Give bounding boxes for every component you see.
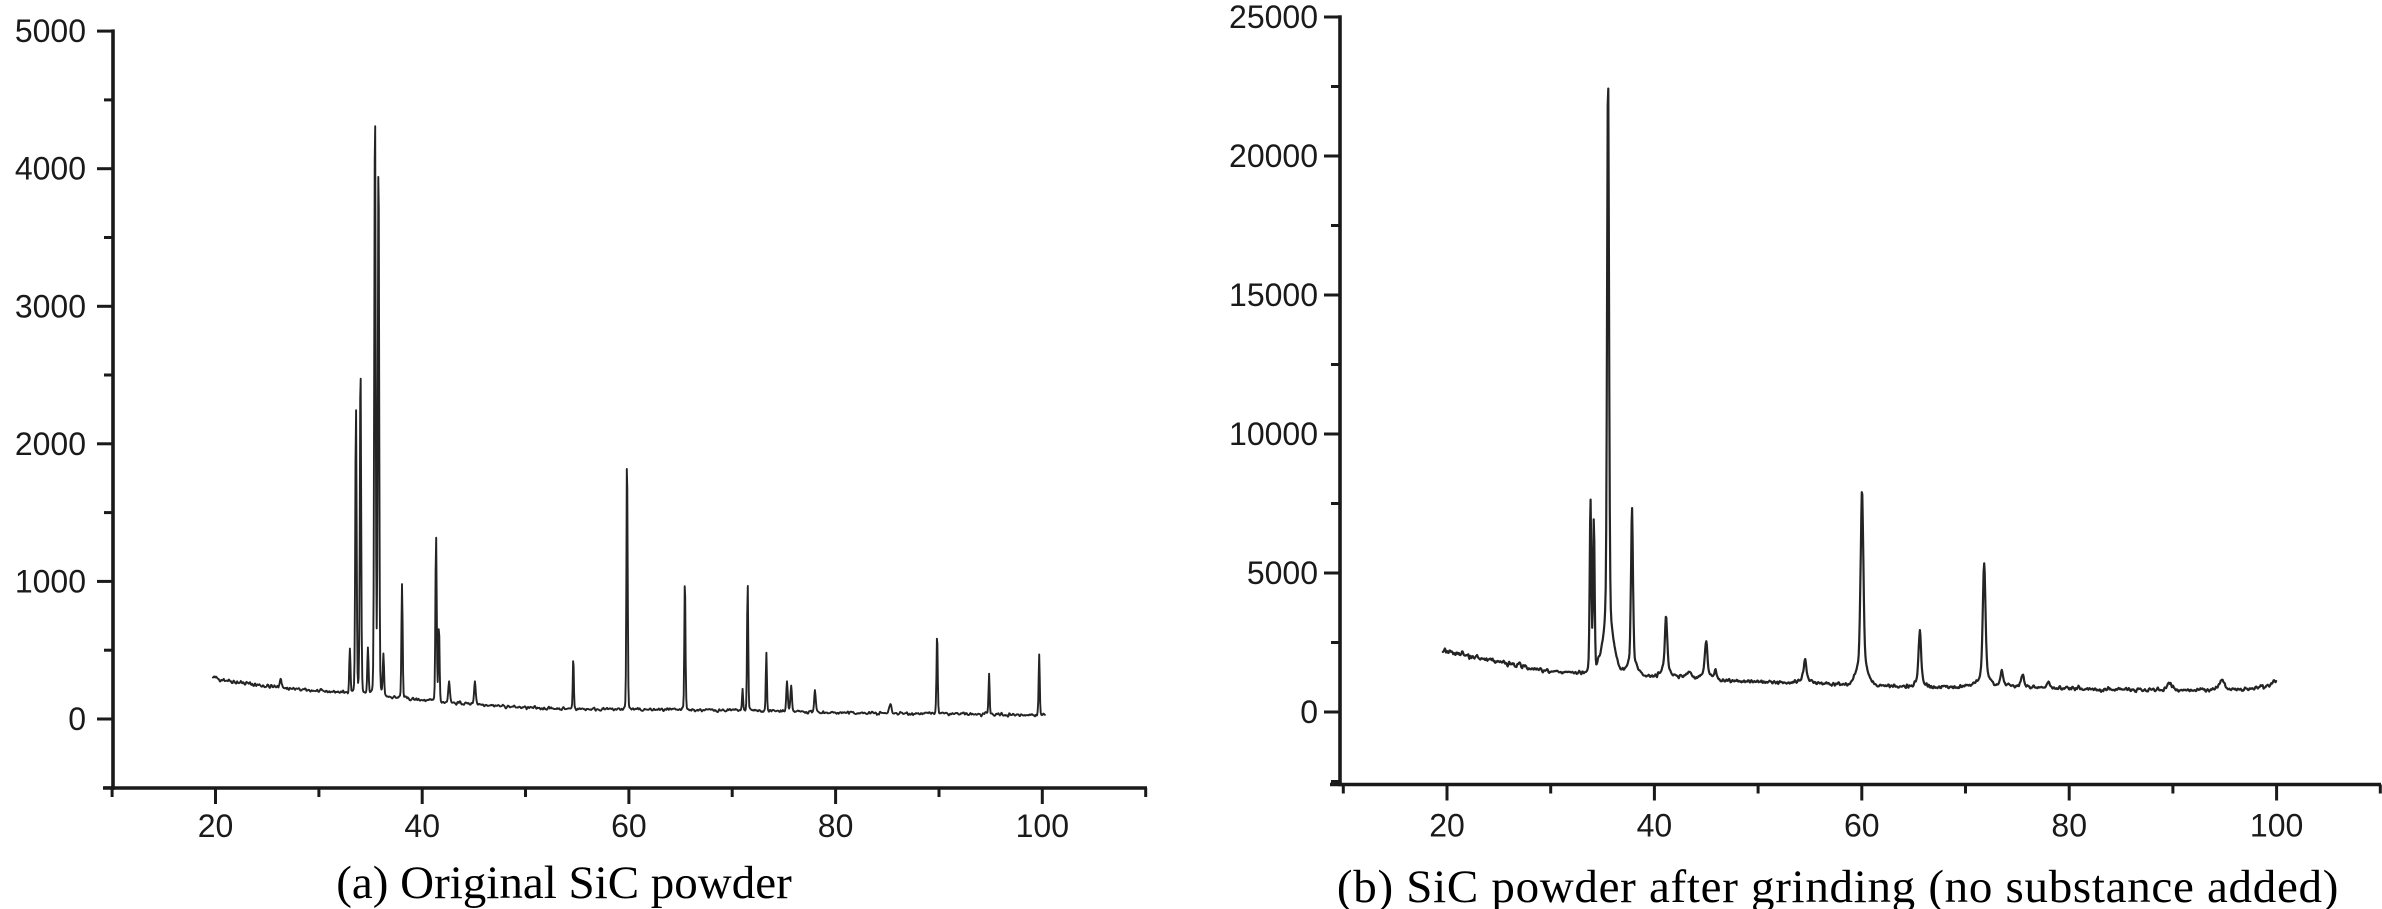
svg-text:40: 40 xyxy=(404,808,440,844)
svg-text:80: 80 xyxy=(818,808,854,844)
svg-text:100: 100 xyxy=(1016,808,1069,844)
svg-text:(b) SiC powder after grinding: (b) SiC powder after grinding (no substa… xyxy=(1337,861,2339,909)
svg-text:4000: 4000 xyxy=(15,151,86,187)
svg-text:0: 0 xyxy=(68,701,86,737)
svg-text:60: 60 xyxy=(611,808,647,844)
svg-text:2000: 2000 xyxy=(15,426,86,462)
svg-text:10000: 10000 xyxy=(1229,416,1318,452)
svg-text:25000: 25000 xyxy=(1229,0,1318,35)
svg-text:3000: 3000 xyxy=(15,288,86,324)
svg-text:20000: 20000 xyxy=(1229,138,1318,174)
svg-text:0: 0 xyxy=(1300,694,1318,730)
svg-text:5000: 5000 xyxy=(1247,555,1318,591)
svg-text:60: 60 xyxy=(1844,808,1880,844)
svg-text:15000: 15000 xyxy=(1229,277,1318,313)
svg-text:(a) Original SiC powder: (a) Original SiC powder xyxy=(336,857,792,909)
svg-text:20: 20 xyxy=(198,808,234,844)
svg-text:100: 100 xyxy=(2250,808,2303,844)
svg-text:1000: 1000 xyxy=(15,563,86,599)
svg-text:80: 80 xyxy=(2051,808,2087,844)
svg-text:5000: 5000 xyxy=(15,13,86,49)
svg-text:40: 40 xyxy=(1637,808,1673,844)
svg-text:20: 20 xyxy=(1429,808,1465,844)
